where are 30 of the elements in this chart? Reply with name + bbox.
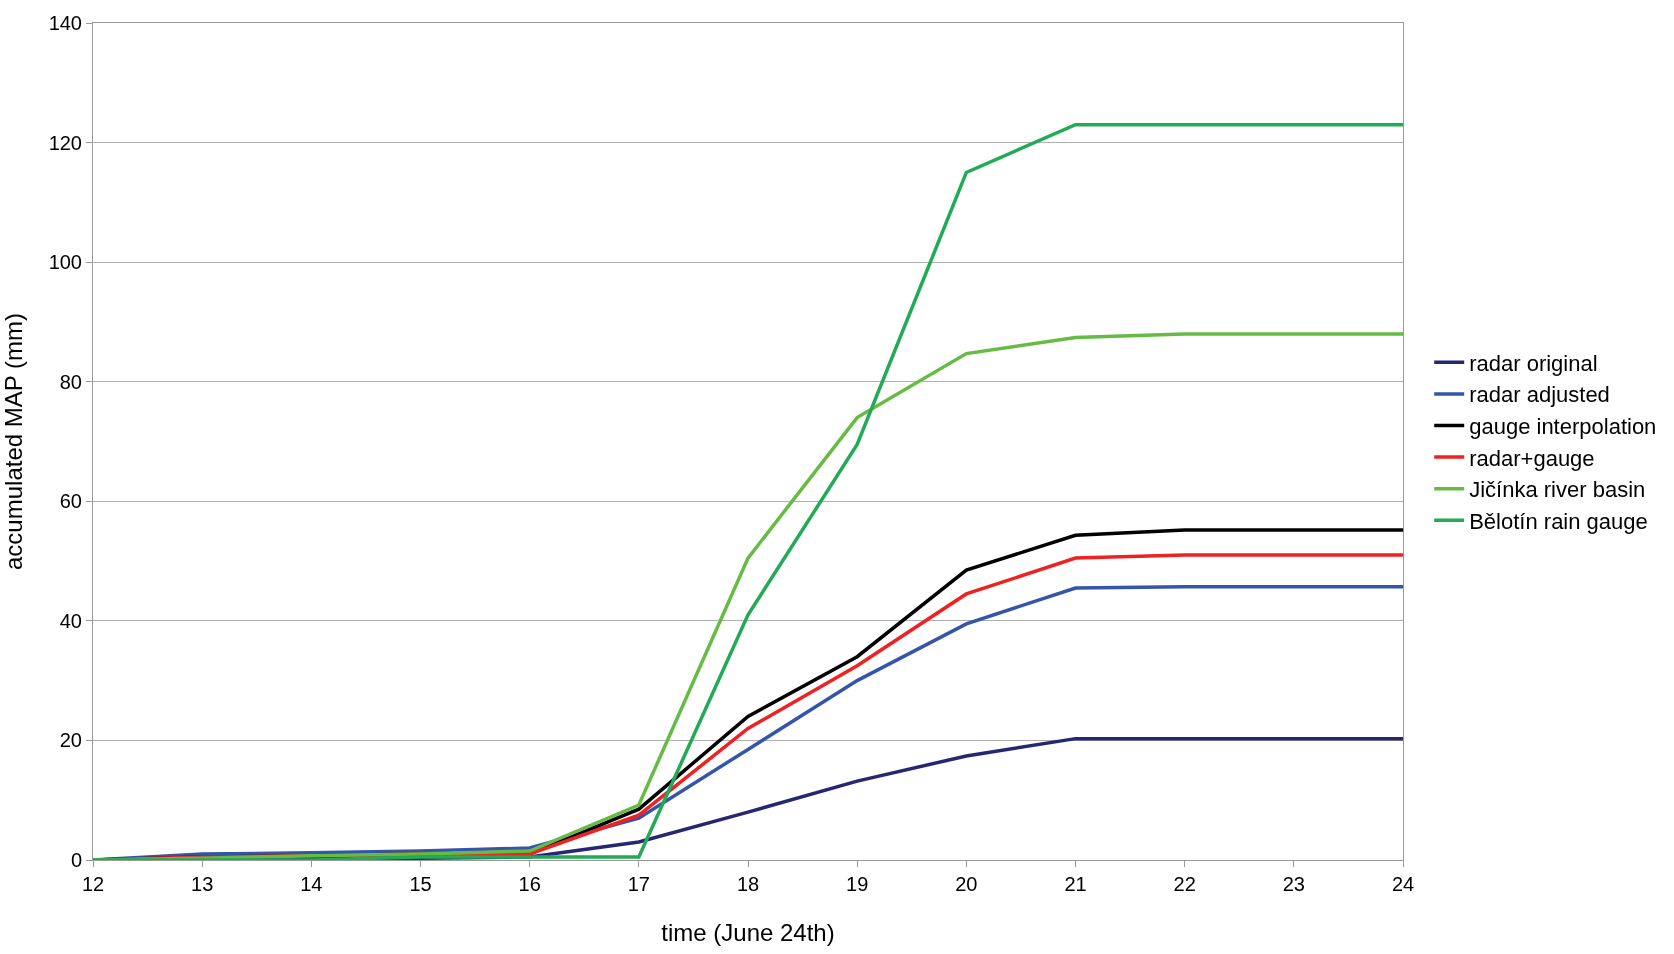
legend-label: radar original xyxy=(1469,350,1598,376)
x-tick-label: 14 xyxy=(300,873,323,895)
x-tick-label: 21 xyxy=(1064,873,1087,895)
legend-label: radar+gauge xyxy=(1469,445,1595,471)
x-tick-label: 22 xyxy=(1173,873,1196,895)
x-tick-label: 12 xyxy=(81,873,105,895)
x-tick-label: 24 xyxy=(1391,873,1415,895)
y-axis-title: accumulated MAP (mm) xyxy=(0,313,27,570)
y-tick-label: 60 xyxy=(59,490,82,513)
line-series xyxy=(93,122,1403,860)
x-tick-label: 23 xyxy=(1282,873,1305,895)
x-tick-label: 16 xyxy=(518,873,541,895)
x-tick-label: 20 xyxy=(955,873,978,895)
y-tick-label: 100 xyxy=(48,251,82,274)
y-tick-label: 20 xyxy=(59,729,82,752)
y-tick-label: 40 xyxy=(59,609,82,632)
y-tick-label: 80 xyxy=(59,370,82,393)
x-tick-label: 15 xyxy=(409,873,432,895)
y-tick-label: 140 xyxy=(48,12,82,34)
x-tick-label: 18 xyxy=(736,873,760,895)
legend-label: Jičínka river basin xyxy=(1469,477,1646,503)
legend-label: gauge interpolation xyxy=(1469,414,1657,440)
x-tick-label: 19 xyxy=(846,873,869,895)
legend-label: Bělotín rain gauge xyxy=(1469,508,1648,534)
x-axis-title: time (June 24th) xyxy=(661,919,835,947)
y-tick-label: 0 xyxy=(70,849,82,871)
legend-label: radar adjusted xyxy=(1469,382,1610,408)
y-tick-label: 120 xyxy=(48,131,82,154)
x-tick-label: 17 xyxy=(627,873,650,895)
x-tick-label: 13 xyxy=(191,873,214,895)
